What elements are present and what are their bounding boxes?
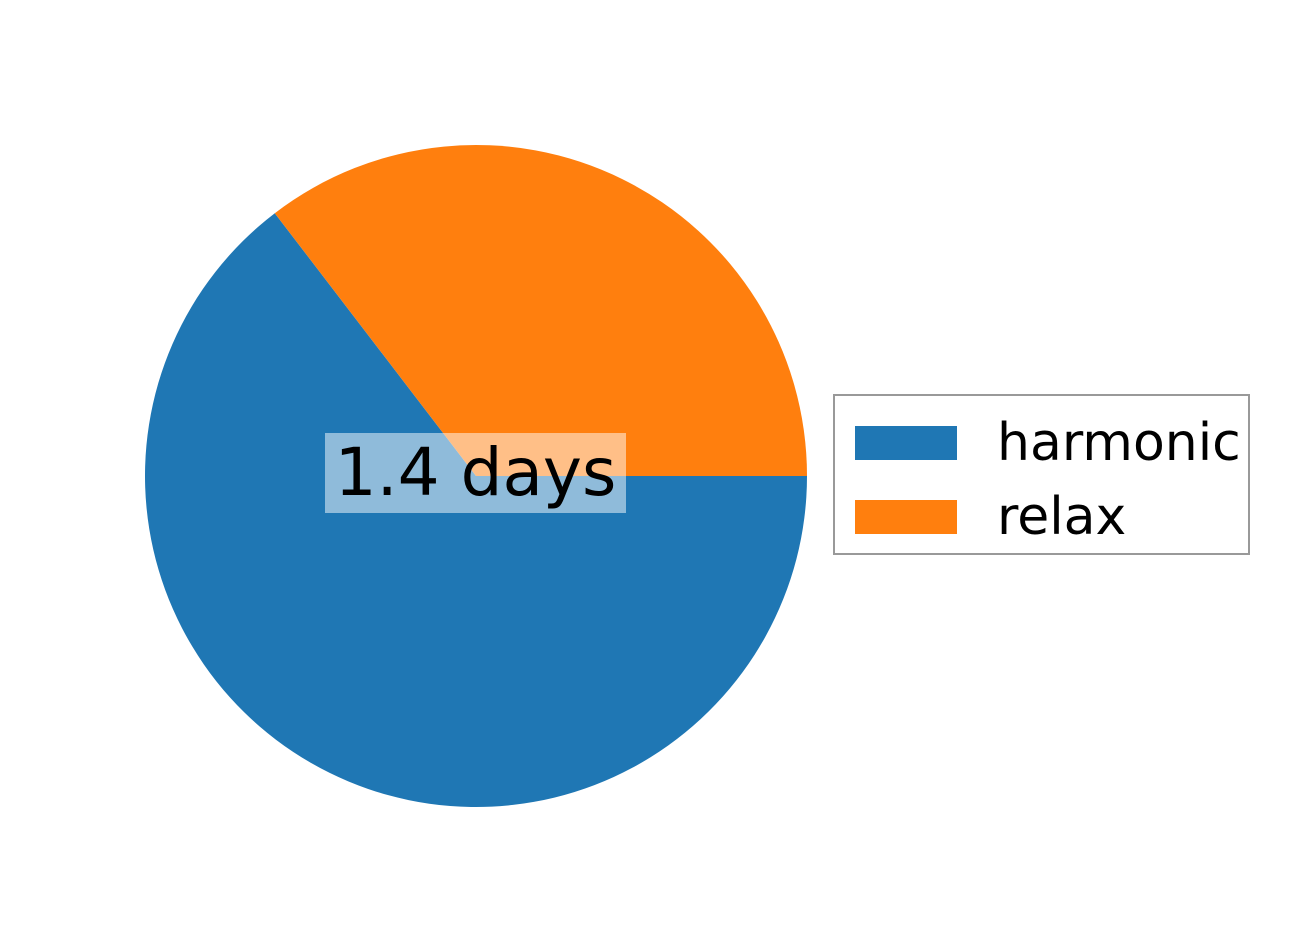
legend-swatch-relax	[855, 500, 957, 534]
pie-wedges	[144, 145, 807, 808]
chart-legend: harmonic relax	[833, 394, 1250, 555]
legend-label-harmonic: harmonic	[997, 413, 1241, 473]
legend-label-relax: relax	[997, 487, 1127, 547]
legend-swatch-harmonic	[855, 426, 957, 460]
legend-item-relax[interactable]: relax	[835, 480, 1248, 554]
pie-wedge-relax[interactable]	[274, 145, 807, 477]
legend-item-harmonic[interactable]: harmonic	[835, 406, 1248, 480]
